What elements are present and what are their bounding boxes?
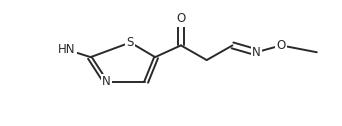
Text: O: O <box>176 12 186 25</box>
Text: N: N <box>252 46 261 59</box>
Text: HN: HN <box>58 43 76 56</box>
Text: O: O <box>276 39 286 52</box>
Text: N: N <box>102 75 111 88</box>
Text: S: S <box>127 36 134 49</box>
